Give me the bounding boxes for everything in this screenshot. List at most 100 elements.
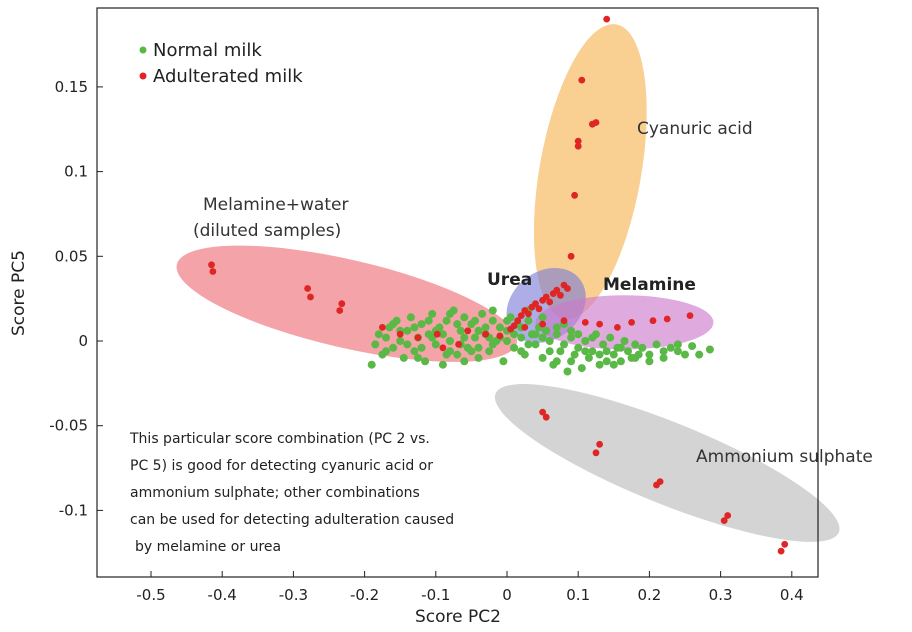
point-normal-milk bbox=[442, 350, 451, 359]
point-adulterated-milk bbox=[653, 481, 660, 489]
point-normal-milk bbox=[453, 320, 462, 329]
point-normal-milk bbox=[488, 306, 497, 315]
point-normal-milk bbox=[503, 337, 511, 345]
region-melamine-water-diluted-samples bbox=[176, 245, 518, 362]
point-normal-milk bbox=[417, 343, 426, 352]
point-adulterated-milk bbox=[542, 413, 550, 421]
point-adulterated-milk bbox=[396, 330, 404, 338]
point-normal-milk bbox=[460, 333, 469, 342]
point-adulterated-milk bbox=[532, 300, 539, 308]
point-normal-milk bbox=[552, 323, 561, 332]
point-normal-milk bbox=[467, 347, 476, 356]
annotation-melamine-water: Melamine+water bbox=[203, 195, 348, 215]
annotation-cyanuric-acid: Cyanuric acid bbox=[637, 119, 753, 139]
point-normal-milk bbox=[705, 345, 714, 354]
point-adulterated-milk bbox=[574, 142, 582, 150]
point-normal-milk bbox=[421, 357, 430, 366]
point-normal-milk bbox=[581, 337, 590, 345]
point-normal-milk bbox=[538, 313, 547, 322]
point-normal-milk bbox=[567, 326, 576, 335]
point-adulterated-milk bbox=[496, 332, 504, 340]
point-normal-milk bbox=[517, 347, 526, 356]
point-adulterated-milk bbox=[542, 293, 550, 301]
point-adulterated-milk bbox=[596, 320, 603, 328]
point-normal-milk bbox=[631, 353, 640, 362]
point-normal-milk bbox=[374, 330, 383, 339]
point-normal-milk bbox=[609, 350, 618, 359]
y-tick-label: 0.1 bbox=[64, 163, 88, 181]
y-tick-label: -0.1 bbox=[59, 501, 88, 519]
legend-swatch-normal-milk bbox=[139, 46, 147, 54]
point-adulterated-milk bbox=[557, 291, 564, 299]
point-normal-milk bbox=[460, 357, 469, 366]
point-normal-milk bbox=[389, 343, 398, 352]
point-adulterated-milk bbox=[553, 286, 561, 294]
point-normal-milk bbox=[538, 333, 547, 342]
point-normal-milk bbox=[446, 309, 454, 318]
point-adulterated-milk bbox=[574, 137, 582, 145]
point-normal-milk bbox=[645, 357, 654, 366]
point-adulterated-milk bbox=[482, 330, 489, 338]
point-adulterated-milk bbox=[603, 15, 611, 23]
annotation-melamine: Melamine bbox=[603, 275, 696, 295]
point-normal-milk bbox=[453, 350, 462, 359]
point-normal-milk bbox=[460, 313, 469, 322]
point-normal-milk bbox=[531, 340, 540, 349]
point-normal-milk bbox=[574, 343, 583, 352]
point-normal-milk bbox=[474, 326, 483, 335]
point-normal-milk bbox=[556, 347, 565, 356]
y-tick-label: -0.05 bbox=[49, 417, 88, 435]
point-normal-milk bbox=[570, 350, 579, 359]
region-cyanuric-acid bbox=[533, 24, 647, 320]
point-adulterated-milk bbox=[592, 119, 600, 126]
point-normal-milk bbox=[485, 347, 494, 356]
point-normal-milk bbox=[595, 360, 604, 369]
point-normal-milk bbox=[456, 326, 465, 335]
note-line-2: PC 5) is good for detecting cyanuric aci… bbox=[130, 458, 433, 474]
point-adulterated-milk bbox=[414, 334, 422, 341]
point-normal-milk bbox=[488, 316, 497, 325]
point-normal-milk bbox=[478, 309, 487, 318]
point-normal-milk bbox=[399, 353, 408, 362]
explanatory-note: This particular score combination (PC 2 … bbox=[129, 431, 454, 555]
point-normal-milk bbox=[673, 340, 682, 349]
x-tick-label: -0.3 bbox=[279, 586, 308, 604]
point-normal-milk bbox=[510, 343, 519, 352]
point-adulterated-milk bbox=[304, 285, 311, 292]
legend-label-adulterated-milk: Adulterated milk bbox=[153, 66, 303, 87]
y-tick-label: 0 bbox=[78, 332, 88, 350]
point-normal-milk bbox=[538, 353, 547, 362]
point-normal-milk bbox=[417, 320, 426, 329]
point-normal-milk bbox=[638, 343, 647, 352]
note-line-3: ammonium sulphate; other combinations bbox=[130, 485, 420, 501]
point-adulterated-milk bbox=[781, 540, 789, 548]
point-normal-milk bbox=[396, 337, 405, 345]
x-tick-label: 0.1 bbox=[566, 586, 590, 604]
point-normal-milk bbox=[574, 330, 583, 339]
point-normal-milk bbox=[488, 340, 497, 349]
point-normal-milk bbox=[681, 350, 689, 359]
point-normal-milk bbox=[581, 347, 590, 356]
point-adulterated-milk bbox=[546, 298, 554, 306]
point-normal-milk bbox=[567, 357, 576, 366]
point-normal-milk bbox=[517, 333, 526, 342]
point-normal-milk bbox=[560, 340, 568, 349]
point-normal-milk bbox=[531, 330, 540, 339]
x-tick-label: 0 bbox=[502, 586, 512, 604]
point-normal-milk bbox=[695, 350, 704, 359]
annotation-diluted-samples: (diluted samples) bbox=[193, 221, 341, 241]
point-normal-milk bbox=[645, 350, 654, 359]
point-normal-milk bbox=[424, 316, 433, 325]
point-normal-milk bbox=[495, 323, 504, 332]
point-normal-milk bbox=[403, 340, 412, 349]
point-normal-milk bbox=[616, 357, 625, 366]
point-adulterated-milk bbox=[379, 324, 386, 331]
point-normal-milk bbox=[673, 347, 682, 356]
point-normal-milk bbox=[577, 364, 586, 373]
point-normal-milk bbox=[431, 340, 440, 349]
data-points bbox=[208, 15, 789, 555]
point-normal-milk bbox=[595, 350, 604, 359]
point-adulterated-milk bbox=[724, 512, 732, 519]
point-adulterated-milk bbox=[433, 330, 441, 338]
